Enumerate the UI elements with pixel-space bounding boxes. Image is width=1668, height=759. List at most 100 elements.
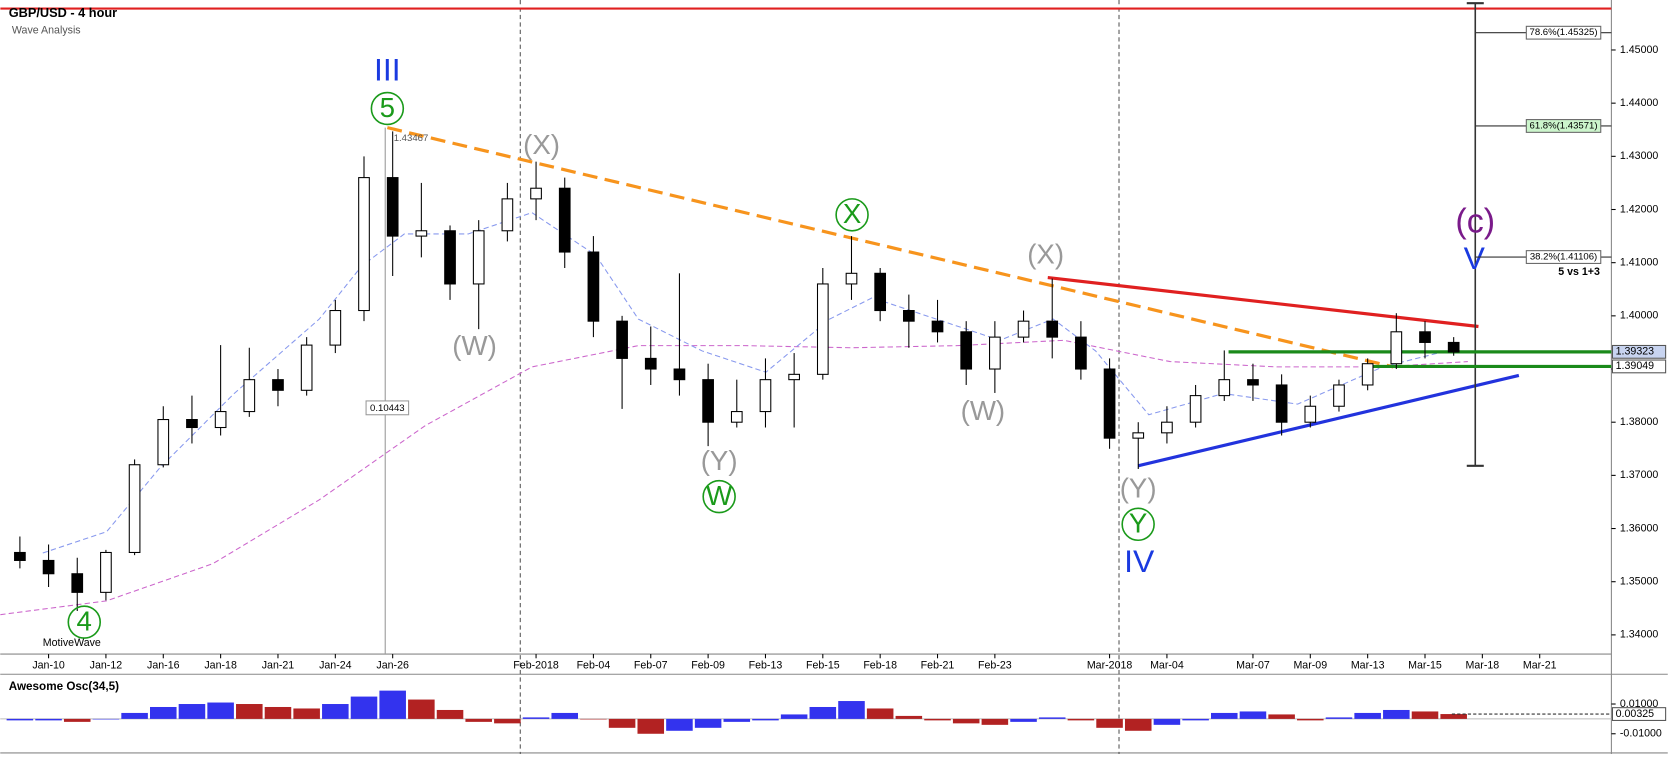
- candle-body: [902, 310, 915, 322]
- wave-label: (W): [452, 330, 497, 361]
- wave-circle: [370, 91, 405, 126]
- wave-label: X: [843, 198, 861, 229]
- osc-bar: [924, 718, 951, 721]
- candle-body: [931, 320, 944, 333]
- fib-box: [1525, 250, 1602, 264]
- candle-body: [1103, 368, 1116, 439]
- chart-title: GBP/USD - 4 hour: [9, 5, 117, 20]
- x-tick-label: Jan-10: [32, 660, 65, 672]
- osc-bar: [293, 708, 320, 719]
- osc-last-box: [1611, 707, 1667, 721]
- fib-box: [1525, 25, 1602, 40]
- y-tick-label: 1.45000: [1620, 44, 1658, 56]
- osc-bar: [1297, 718, 1324, 721]
- candle-body: [329, 310, 342, 346]
- osc-bar: [952, 718, 980, 724]
- wave-circle: [835, 198, 869, 232]
- wave-label: (X): [1027, 239, 1064, 270]
- osc-bar: [580, 718, 607, 720]
- candle-body: [14, 551, 26, 561]
- price-box: [1611, 359, 1667, 374]
- osc-bar: [6, 718, 34, 721]
- wave-circle: [1121, 507, 1155, 542]
- wave-label: (Y): [701, 445, 738, 476]
- x-tick-label: Mar-07: [1236, 660, 1270, 672]
- annotation: 5 vs 1+3: [1558, 266, 1600, 278]
- x-tick-label: Feb-2018: [513, 660, 559, 672]
- candle-body: [530, 187, 542, 200]
- osc-bar: [149, 706, 177, 719]
- wave-label: (Y): [1120, 473, 1157, 504]
- candle-body: [1017, 320, 1030, 338]
- candle-body: [472, 230, 485, 285]
- fib-label: 78.6%(1.45325): [1530, 27, 1598, 38]
- wave-label: (X): [523, 129, 560, 160]
- osc-bar: [1325, 717, 1353, 719]
- x-tick-label: Jan-18: [204, 660, 237, 672]
- y-tick-label: 1.40000: [1620, 310, 1658, 322]
- peak-label: 1.43467: [394, 133, 429, 144]
- x-tick-label: Mar-15: [1408, 660, 1442, 672]
- x-tick-label: Mar-21: [1523, 660, 1557, 672]
- y-tick-label: 1.44000: [1620, 97, 1658, 109]
- osc-bar: [1440, 714, 1467, 719]
- candle-body: [845, 272, 858, 285]
- x-tick-label: Mar-13: [1351, 660, 1385, 672]
- osc-bar: [1124, 718, 1152, 731]
- osc-bar: [981, 718, 1009, 725]
- osc-bar: [264, 706, 292, 719]
- osc-bar: [236, 704, 263, 719]
- candle-body: [1390, 331, 1403, 365]
- candle-body: [1218, 379, 1231, 397]
- candle-body: [272, 379, 284, 391]
- osc-bar: [752, 718, 779, 721]
- osc-bar: [608, 718, 636, 728]
- osc-bar: [35, 718, 62, 721]
- wave-label: W: [706, 480, 732, 511]
- wave-label: Y: [1129, 508, 1147, 539]
- moving-average: [0, 339, 1468, 616]
- candle-body: [300, 344, 313, 391]
- x-tick-label: Mar-18: [1466, 660, 1500, 672]
- osc-bar: [92, 718, 120, 720]
- candle-body: [1046, 320, 1059, 338]
- plot-area: [0, 2, 1612, 655]
- y-tick-label: 1.35000: [1620, 576, 1658, 588]
- osc-bar: [723, 718, 751, 722]
- x-tick-label: Jan-24: [319, 660, 352, 672]
- candle-body: [644, 357, 657, 370]
- wave-label: III: [374, 52, 401, 88]
- x-tick-label: Feb-07: [634, 660, 668, 672]
- candle-body: [1075, 336, 1087, 370]
- x-tick-label: Jan-26: [376, 660, 409, 672]
- candle-body: [730, 411, 743, 423]
- osc-bar: [551, 712, 579, 719]
- x-tick-label: Feb-23: [978, 660, 1012, 672]
- candle-body: [759, 379, 772, 413]
- osc-bar: [1182, 718, 1209, 721]
- osc-bar: [436, 709, 464, 719]
- x-tick-label: Jan-16: [147, 660, 180, 672]
- price-label: 1.39323: [1616, 346, 1654, 358]
- fib-label: 61.8%(1.43571): [1530, 120, 1598, 131]
- candle-body: [100, 551, 112, 593]
- y-tick-label: 1.43000: [1620, 150, 1658, 162]
- candle-body: [788, 373, 800, 381]
- price-box: [1611, 344, 1667, 359]
- candle-body: [1275, 384, 1288, 423]
- wave-label: 5: [380, 92, 395, 123]
- osc-bar: [866, 708, 894, 719]
- trend-line: [386, 126, 1394, 369]
- osc-bar: [1239, 711, 1267, 719]
- osc-bar: [1211, 712, 1238, 719]
- osc-bar: [694, 718, 722, 728]
- candle-body: [673, 368, 686, 381]
- y-tick-label: 1.41000: [1620, 256, 1658, 268]
- osc-bar: [408, 699, 435, 719]
- x-tick-label: Mar-04: [1150, 660, 1184, 672]
- osc-bar: [322, 704, 349, 719]
- range-label: 0.10443: [370, 403, 405, 414]
- candle-body: [1447, 341, 1460, 353]
- candle-body: [558, 187, 571, 253]
- x-tick-label: Feb-09: [691, 660, 725, 672]
